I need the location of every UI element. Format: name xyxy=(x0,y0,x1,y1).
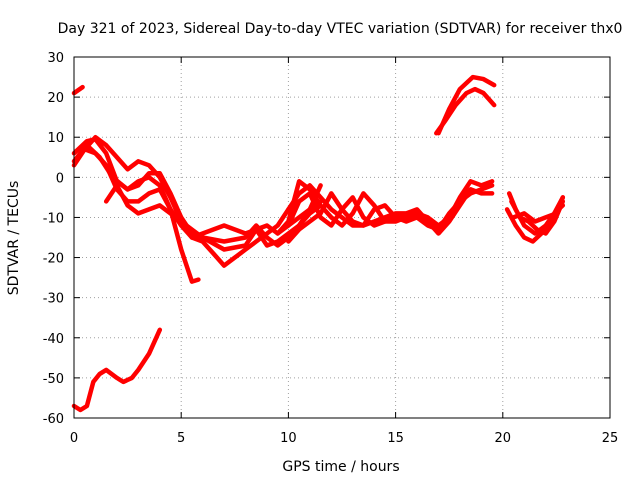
y-tick-label: -40 xyxy=(43,332,64,347)
y-tick-label: 0 xyxy=(56,171,64,186)
y-axis-title: SDTVAR / TECUs xyxy=(6,181,22,296)
y-tick-label: -20 xyxy=(43,252,64,267)
y-tick-label: -50 xyxy=(43,372,64,387)
series-line-track-11 xyxy=(71,327,163,413)
y-tick-label: 30 xyxy=(47,51,64,66)
series-line-track-15 xyxy=(509,199,566,236)
chart-title: Day 321 of 2023, Sidereal Day-to-day VTE… xyxy=(58,21,623,37)
series-line-track-17 xyxy=(511,195,566,224)
x-tick-label: 0 xyxy=(70,431,78,446)
x-axis-title: GPS time / hours xyxy=(282,459,399,475)
y-tick-label: -10 xyxy=(43,211,64,226)
grid-layer xyxy=(74,57,610,418)
series-line-track-9 xyxy=(286,183,473,236)
x-tick-label: 15 xyxy=(387,431,404,446)
plot-frame xyxy=(73,56,611,419)
series-line-track-8 xyxy=(275,179,495,236)
series-line-track-5 xyxy=(103,183,323,252)
y-tick-label: -60 xyxy=(43,412,64,427)
x-tick-label: 5 xyxy=(177,431,185,446)
y-tick-label: -30 xyxy=(43,292,64,307)
series-line-track-10 xyxy=(71,84,85,96)
tick-layer: 0 5 10 15 20 25 -60 -50 -40 -30 -20 -10 0 10 20 30 xyxy=(43,51,619,446)
x-tick-label: 10 xyxy=(280,431,297,446)
x-tick-label: 20 xyxy=(495,431,512,446)
y-tick-label: 20 xyxy=(47,91,64,106)
series-line-track-13 xyxy=(436,74,497,136)
y-tick-label: 10 xyxy=(47,131,64,146)
series-line-track-12 xyxy=(434,86,497,136)
x-tick-label: 25 xyxy=(602,431,619,446)
series-layer xyxy=(71,74,566,413)
